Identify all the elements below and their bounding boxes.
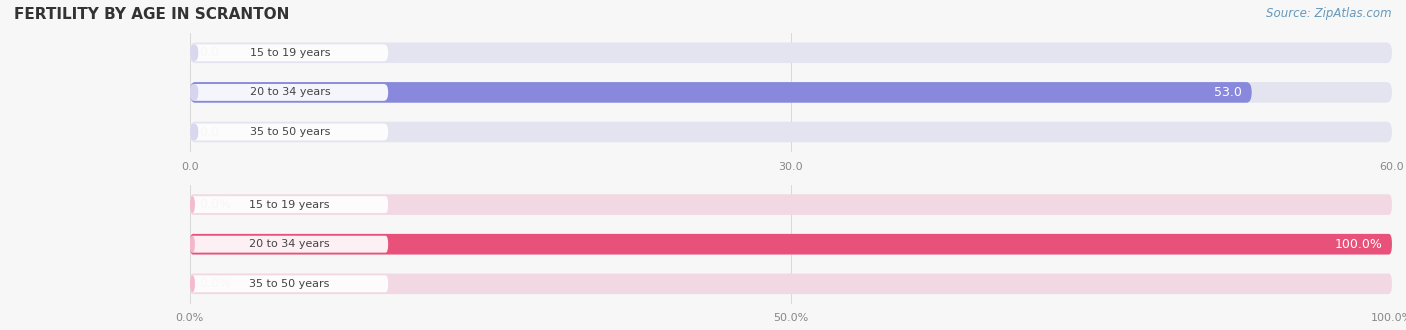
Text: Source: ZipAtlas.com: Source: ZipAtlas.com xyxy=(1267,7,1392,19)
Text: 35 to 50 years: 35 to 50 years xyxy=(250,127,330,137)
FancyBboxPatch shape xyxy=(190,236,195,253)
FancyBboxPatch shape xyxy=(190,43,1392,63)
FancyBboxPatch shape xyxy=(190,274,1392,294)
FancyBboxPatch shape xyxy=(190,122,1392,142)
FancyBboxPatch shape xyxy=(190,84,388,101)
Text: 0.0%: 0.0% xyxy=(200,198,232,211)
Text: 100.0%: 100.0% xyxy=(1334,238,1382,251)
FancyBboxPatch shape xyxy=(190,194,1392,215)
FancyBboxPatch shape xyxy=(190,236,388,253)
Text: 15 to 19 years: 15 to 19 years xyxy=(250,48,330,58)
FancyBboxPatch shape xyxy=(190,123,388,141)
Text: 20 to 34 years: 20 to 34 years xyxy=(249,87,330,97)
FancyBboxPatch shape xyxy=(190,84,198,101)
Text: 0.0: 0.0 xyxy=(200,46,219,59)
Text: FERTILITY BY AGE IN SCRANTON: FERTILITY BY AGE IN SCRANTON xyxy=(14,7,290,21)
FancyBboxPatch shape xyxy=(190,275,388,292)
Text: 20 to 34 years: 20 to 34 years xyxy=(249,239,330,249)
FancyBboxPatch shape xyxy=(190,82,1392,103)
FancyBboxPatch shape xyxy=(190,275,195,292)
FancyBboxPatch shape xyxy=(190,234,1392,254)
Text: 15 to 19 years: 15 to 19 years xyxy=(249,200,330,210)
Text: 35 to 50 years: 35 to 50 years xyxy=(249,279,329,289)
FancyBboxPatch shape xyxy=(190,234,1392,254)
Text: 0.0%: 0.0% xyxy=(200,277,232,290)
Text: 53.0: 53.0 xyxy=(1215,86,1241,99)
FancyBboxPatch shape xyxy=(190,44,388,61)
FancyBboxPatch shape xyxy=(190,82,1251,103)
FancyBboxPatch shape xyxy=(190,196,388,213)
FancyBboxPatch shape xyxy=(190,44,198,61)
FancyBboxPatch shape xyxy=(190,123,198,141)
Text: 0.0: 0.0 xyxy=(200,125,219,139)
FancyBboxPatch shape xyxy=(190,196,195,213)
